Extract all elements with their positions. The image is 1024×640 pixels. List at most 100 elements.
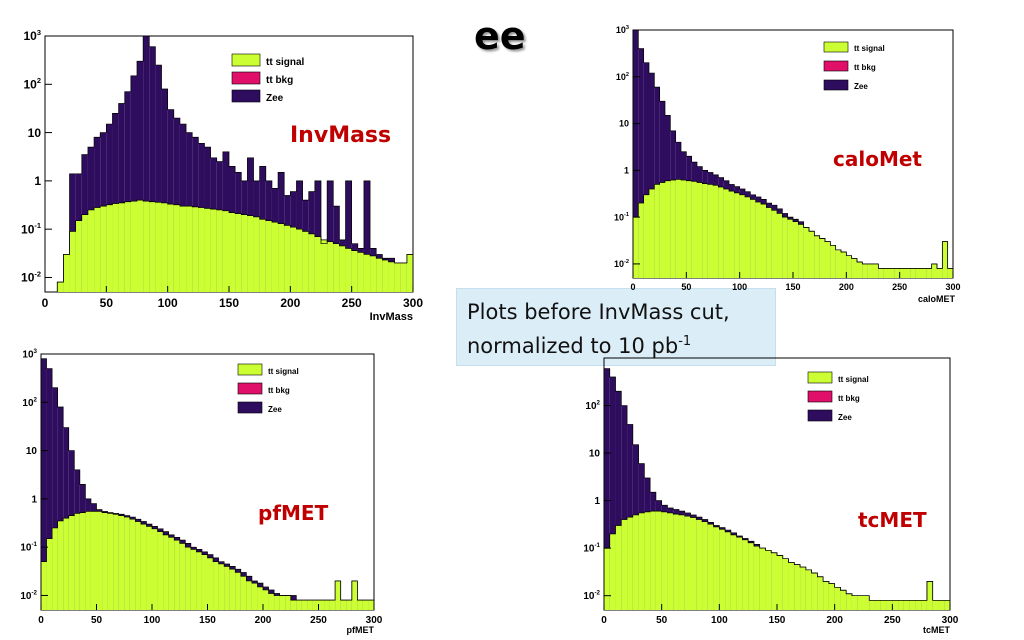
signal-bar: [942, 241, 948, 278]
signal-bar: [68, 515, 75, 610]
signal-bar: [140, 524, 147, 610]
signal-bar: [400, 262, 407, 292]
signal-bar: [670, 180, 676, 278]
signal-bar: [937, 268, 943, 278]
signal-bar: [903, 600, 910, 610]
y-tick-label: 1: [31, 494, 37, 505]
signal-bar: [713, 185, 719, 278]
zee-bar: [130, 75, 137, 293]
signal-bar: [851, 258, 857, 278]
x-tick-label: 0: [38, 615, 44, 626]
signal-bar: [798, 224, 804, 278]
zee-bar: [654, 87, 660, 278]
x-tick-label: 200: [280, 296, 300, 310]
signal-bar: [207, 557, 214, 610]
x-tick-label: 50: [100, 296, 114, 310]
signal-bar: [803, 227, 809, 278]
signal-bar: [931, 263, 937, 278]
signal-bar: [661, 511, 668, 610]
signal-bar: [259, 219, 266, 292]
signal-bar: [739, 194, 745, 278]
signal-bar: [357, 252, 364, 292]
signal-bar: [697, 182, 703, 278]
signal-bar: [944, 600, 950, 610]
signal-bar: [782, 558, 789, 610]
x-tick-label: 300: [366, 615, 383, 626]
signal-bar: [247, 215, 254, 292]
signal-bar: [235, 213, 242, 292]
x-tick-label: 0: [601, 615, 607, 626]
signal-bar: [609, 533, 616, 610]
signal-bar: [644, 511, 651, 610]
signal-bar: [69, 231, 76, 292]
signal-bar: [107, 513, 114, 610]
signal-bar: [63, 254, 70, 292]
zee-bar: [638, 48, 644, 278]
note-superscript: -1: [678, 334, 692, 349]
signal-bar: [788, 562, 795, 610]
signal-bar: [719, 529, 726, 610]
signal-bar: [819, 238, 825, 278]
signal-bar: [655, 511, 662, 610]
zee-bar: [649, 73, 655, 278]
signal-bar: [314, 236, 321, 292]
x-tick-label: 250: [310, 615, 327, 626]
y-tick-label: 10-2: [583, 590, 600, 603]
signal-bar: [363, 254, 371, 292]
signal-bar: [112, 203, 119, 292]
signal-bar: [834, 587, 841, 610]
x-tick-label: 150: [785, 282, 800, 292]
signal-bar: [696, 519, 703, 610]
signal-bar: [840, 590, 847, 610]
signal-bar: [155, 202, 162, 292]
signal-bar: [216, 209, 223, 292]
x-axis-label: InvMass: [370, 311, 413, 323]
signal-bar: [152, 528, 158, 610]
x-tick-label: 150: [769, 615, 786, 626]
y-tick-label: 1: [594, 496, 600, 507]
signal-bar: [753, 546, 760, 610]
x-tick-label: 150: [199, 615, 216, 626]
y-tick-label: 10: [26, 446, 38, 457]
signal-bar: [57, 282, 64, 292]
x-tick-label: 100: [158, 296, 178, 310]
signal-bar: [296, 229, 303, 292]
signal-bar: [702, 521, 708, 610]
signal-bar: [362, 600, 369, 610]
x-tick-label: 250: [892, 282, 907, 292]
signal-bar: [794, 564, 801, 610]
signal-bar: [229, 569, 236, 610]
signal-bar: [312, 600, 319, 610]
zee-bar: [155, 65, 162, 292]
note-line-2-text: normalized to 10 pb: [467, 334, 679, 358]
signal-bar: [759, 548, 766, 610]
legend-label: tt signal: [266, 57, 305, 68]
signal-bar: [873, 263, 879, 278]
signal-bar: [748, 542, 754, 610]
signal-bar: [318, 600, 325, 610]
signal-bar: [174, 540, 180, 610]
signal-bar: [615, 525, 622, 610]
x-tick-label: 250: [342, 296, 362, 310]
signal-bar: [163, 534, 169, 610]
signal-bar: [137, 200, 144, 292]
signal-bar: [650, 511, 656, 610]
signal-bar: [179, 206, 187, 292]
signal-bar: [329, 600, 336, 610]
legend-label: Zee: [854, 82, 868, 91]
signal-bar: [875, 600, 881, 610]
y-tick-label: 10-1: [614, 212, 629, 222]
signal-bar: [161, 202, 168, 292]
signal-bar: [787, 219, 793, 278]
signal-bar: [766, 207, 772, 278]
zee-bar: [137, 61, 144, 292]
legend-label: tt bkg: [268, 386, 290, 395]
signal-bar: [235, 572, 241, 610]
signal-bar: [835, 249, 841, 278]
x-tick-label: 50: [681, 282, 691, 292]
signal-bar: [149, 201, 156, 292]
signal-bar: [146, 526, 152, 610]
signal-bar: [388, 261, 395, 292]
signal-bar: [370, 255, 377, 292]
